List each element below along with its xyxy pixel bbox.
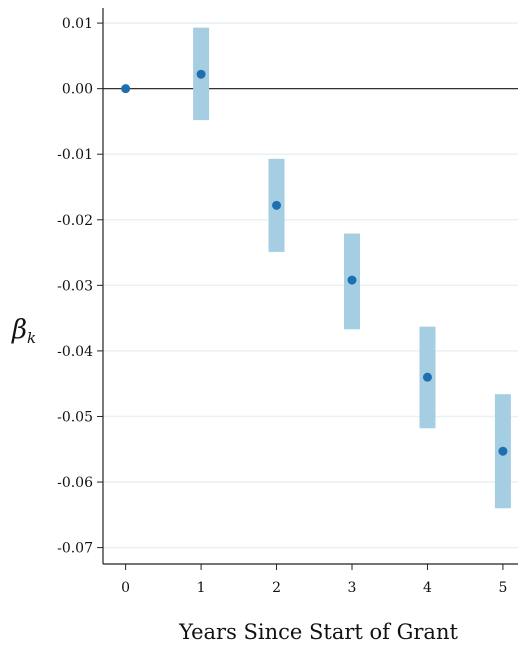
y-tick-label: -0.06 xyxy=(57,475,93,491)
x-tick-label: 1 xyxy=(197,580,206,596)
confidence-intervals xyxy=(193,27,511,509)
y-tick-label: -0.05 xyxy=(57,409,93,425)
x-tick-label: 2 xyxy=(272,580,281,596)
x-tick-label: 3 xyxy=(348,580,357,596)
x-axis-ticks: 0 1 2 3 4 5 xyxy=(121,564,507,596)
data-point xyxy=(422,372,432,382)
y-tick-label: -0.01 xyxy=(57,147,93,163)
y-tick-label: -0.03 xyxy=(57,278,93,294)
y-tick-label: 0.00 xyxy=(62,82,93,98)
y-axis-ticks: 0.01 0.00 -0.01 -0.02 -0.03 -0.04 -0.05 -0.06 -0… xyxy=(57,16,103,557)
y-tick-label: 0.01 xyxy=(62,16,93,32)
grid-lines xyxy=(103,22,518,549)
x-tick-label: 0 xyxy=(121,580,130,596)
data-point xyxy=(347,275,357,285)
y-tick-label: -0.07 xyxy=(57,541,93,557)
y-tick-label: -0.04 xyxy=(57,344,93,360)
data-point xyxy=(498,446,508,456)
point-estimates xyxy=(121,69,508,456)
y-axis-title: βk xyxy=(11,315,36,347)
x-tick-label: 5 xyxy=(498,580,507,596)
data-point xyxy=(121,84,131,94)
data-point xyxy=(196,69,206,79)
y-axis-title-symbol: β xyxy=(11,315,27,345)
y-axis-title-subscript: k xyxy=(27,329,36,347)
x-axis-title: Years Since Start of Grant xyxy=(178,620,458,644)
x-tick-label: 4 xyxy=(423,580,432,596)
y-tick-label: -0.02 xyxy=(57,213,93,229)
data-point xyxy=(272,200,282,210)
